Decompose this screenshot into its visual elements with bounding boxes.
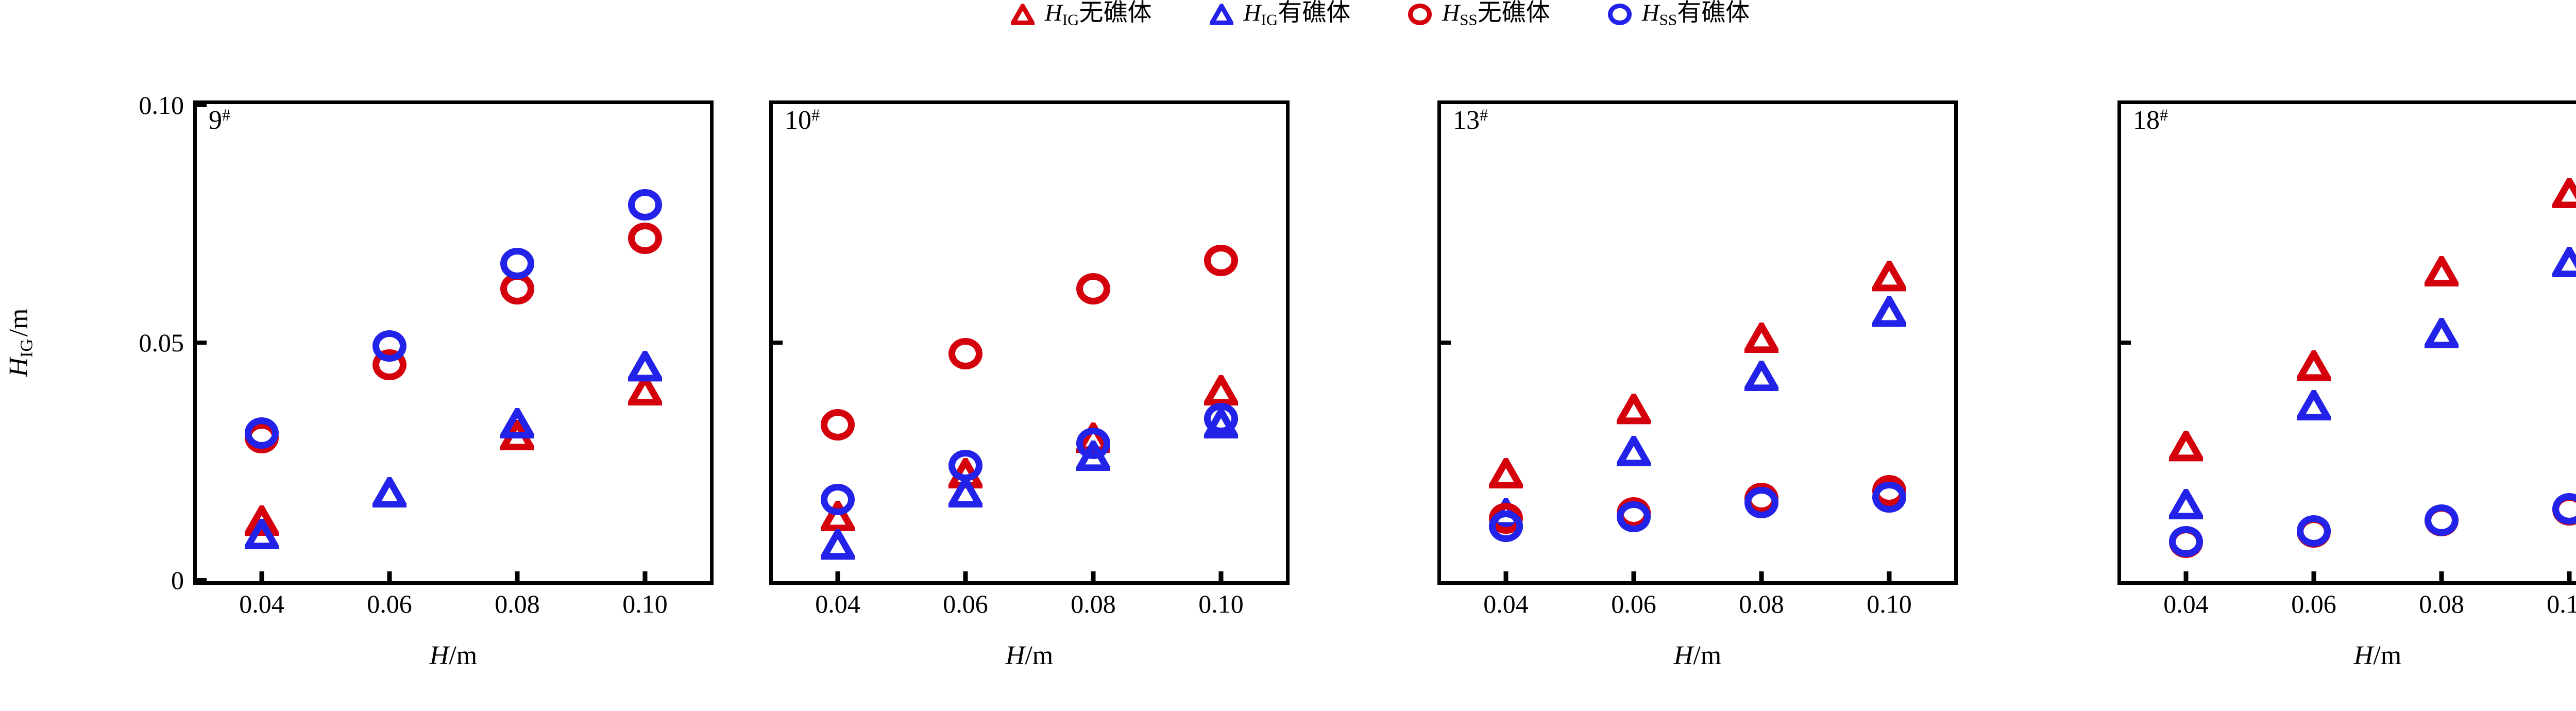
legend-label: HIG无礁体 xyxy=(1044,0,1152,29)
plot-panel-10: 10# xyxy=(769,100,1290,585)
left-axis-title: HIG /m xyxy=(4,308,37,377)
y-tick-label-left: 0 xyxy=(171,566,184,595)
x-tick-label: 0.10 xyxy=(2547,589,2576,618)
x-tick-label: 0.06 xyxy=(367,589,412,618)
x-tick xyxy=(1759,571,1764,585)
y-tick-label-left: 0.10 xyxy=(139,91,184,120)
triangle-marker-icon xyxy=(1010,3,1035,26)
x-tick xyxy=(2183,571,2189,585)
x-tick-label: 0.06 xyxy=(943,589,988,618)
x-tick-label: 0.08 xyxy=(2419,589,2464,618)
legend-hss-with-reef[interactable]: HSS有礁体 xyxy=(1607,0,1750,29)
x-tick xyxy=(1218,571,1224,585)
x-tick xyxy=(1503,571,1509,585)
y-tick-left xyxy=(193,341,207,345)
x-axis-title: H/m xyxy=(1005,641,1054,670)
y-tick-label-left: 0.05 xyxy=(139,328,184,357)
x-tick-label: 0.10 xyxy=(1198,589,1244,618)
x-tick-label: 0.04 xyxy=(1483,589,1529,618)
legend-hig-with-reef[interactable]: HIG有礁体 xyxy=(1209,0,1351,29)
plot-panel-9: 9# xyxy=(193,100,714,585)
x-tick-label: 0.10 xyxy=(622,589,668,618)
x-tick-label: 0.04 xyxy=(815,589,860,618)
y-tick-left xyxy=(1437,341,1451,345)
panel-title: 18# xyxy=(2133,106,2168,136)
legend-label: HSS无礁体 xyxy=(1442,0,1550,29)
x-tick xyxy=(2439,571,2444,585)
x-tick-label: 0.08 xyxy=(495,589,540,618)
y-tick-left xyxy=(193,578,207,582)
legend-label: HSS有礁体 xyxy=(1641,0,1750,29)
y-tick-left xyxy=(193,103,207,107)
x-tick-label: 0.08 xyxy=(1071,589,1116,618)
legend-hig-no-reef[interactable]: HIG无礁体 xyxy=(1010,0,1152,29)
x-tick-label: 0.06 xyxy=(2291,589,2336,618)
plot-panel-18: 18# xyxy=(2117,100,2576,585)
x-tick xyxy=(2311,571,2316,585)
legend-label: HIG有礁体 xyxy=(1243,0,1351,29)
legend: HIG无礁体 HIG有礁体 HSS无礁体 HSS有礁体 xyxy=(0,0,2576,29)
x-tick-label: 0.10 xyxy=(1867,589,1912,618)
x-tick-label: 0.04 xyxy=(239,589,284,618)
x-tick-label: 0.04 xyxy=(2163,589,2209,618)
x-tick xyxy=(963,571,968,585)
x-axis-title: H/m xyxy=(429,641,478,670)
legend-hss-no-reef[interactable]: HSS无礁体 xyxy=(1408,1,1550,28)
x-tick xyxy=(515,571,520,585)
plot-panel-13: 13# xyxy=(1437,100,1958,585)
panel-title: 10# xyxy=(785,106,820,136)
x-tick xyxy=(387,571,392,585)
x-tick xyxy=(1091,571,1096,585)
circle-marker-icon xyxy=(1408,3,1432,26)
x-axis-title: H/m xyxy=(2353,641,2402,670)
triangle-marker-icon xyxy=(1209,3,1233,26)
x-tick xyxy=(1631,571,1636,585)
x-axis-title: H/m xyxy=(1673,641,1722,670)
panel-title: 13# xyxy=(1453,106,1488,136)
x-tick-label: 0.06 xyxy=(1611,589,1656,618)
y-tick-left xyxy=(769,341,783,345)
x-tick xyxy=(2567,571,2572,585)
x-tick xyxy=(835,571,840,585)
x-tick-label: 0.08 xyxy=(1739,589,1784,618)
y-tick-left xyxy=(2117,341,2131,345)
x-tick xyxy=(642,571,648,585)
circle-marker-icon xyxy=(1607,3,1632,26)
x-tick xyxy=(1887,571,1892,585)
panel-title: 9# xyxy=(209,106,231,136)
x-tick xyxy=(259,571,264,585)
